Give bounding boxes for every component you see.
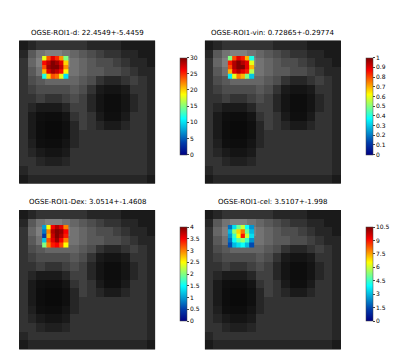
- svg-text:4: 4: [190, 223, 194, 230]
- svg-text:2: 2: [190, 270, 194, 277]
- svg-text:0: 0: [190, 317, 194, 324]
- svg-text:0.4: 0.4: [376, 112, 386, 119]
- svg-text:0.9: 0.9: [376, 63, 386, 70]
- svg-text:15: 15: [190, 102, 198, 109]
- svg-text:OGSE-ROI1-vin: 0.72865+-0.2977: OGSE-ROI1-vin: 0.72865+-0.29774: [211, 29, 334, 37]
- svg-text:3: 3: [376, 290, 380, 297]
- svg-text:0.1: 0.1: [376, 141, 386, 148]
- svg-text:0.5: 0.5: [190, 305, 200, 312]
- svg-text:10.5: 10.5: [376, 223, 390, 230]
- svg-text:9: 9: [376, 237, 380, 244]
- svg-text:30: 30: [190, 54, 198, 61]
- svg-text:0: 0: [376, 317, 380, 324]
- svg-text:0.2: 0.2: [376, 131, 386, 138]
- svg-text:1: 1: [190, 294, 194, 301]
- svg-text:4.5: 4.5: [376, 277, 386, 284]
- svg-text:3: 3: [190, 247, 194, 254]
- svg-text:0.6: 0.6: [376, 93, 386, 100]
- svg-text:10: 10: [190, 118, 198, 125]
- svg-text:5: 5: [190, 135, 194, 142]
- svg-text:OGSE-ROI1-d: 22.4549+-5.4459: OGSE-ROI1-d: 22.4549+-5.4459: [31, 29, 144, 37]
- svg-text:OGSE-ROI1-cel: 3.5107+-1.998: OGSE-ROI1-cel: 3.5107+-1.998: [218, 198, 327, 206]
- svg-text:0.7: 0.7: [376, 83, 386, 90]
- svg-text:2.5: 2.5: [190, 258, 200, 265]
- svg-text:7.5: 7.5: [376, 250, 386, 257]
- svg-text:25: 25: [190, 70, 198, 77]
- svg-text:1.5: 1.5: [190, 282, 200, 289]
- svg-text:OGSE-ROI1-Dex: 3.0514+-1.4608: OGSE-ROI1-Dex: 3.0514+-1.4608: [29, 198, 146, 206]
- svg-text:0.3: 0.3: [376, 122, 386, 129]
- svg-text:3.5: 3.5: [190, 235, 200, 242]
- svg-text:0.5: 0.5: [376, 102, 386, 109]
- svg-text:6: 6: [376, 263, 380, 270]
- svg-text:1.5: 1.5: [376, 304, 386, 311]
- svg-text:0: 0: [190, 151, 194, 158]
- svg-text:1: 1: [376, 54, 380, 61]
- svg-text:0: 0: [376, 151, 380, 158]
- svg-text:0.8: 0.8: [376, 73, 386, 80]
- svg-text:20: 20: [190, 86, 198, 93]
